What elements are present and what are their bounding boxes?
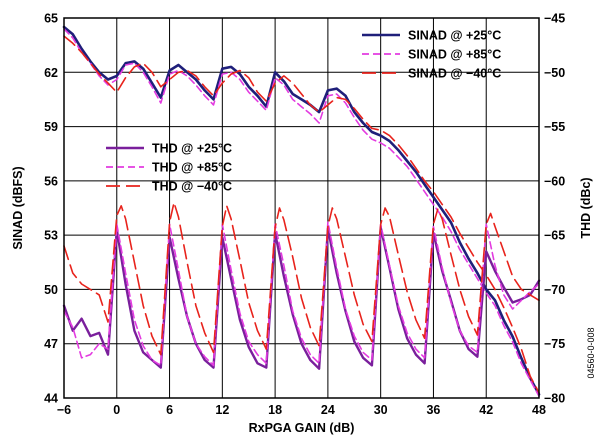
y-axis-right-title: THD (dBc) (579, 177, 593, 238)
x-tick-label: 42 (479, 403, 493, 417)
legends: SINAD @ +25°C SINAD @ +85°C SINAD @ −40°C T… (106, 29, 501, 194)
series-line-sinad-85-c (63, 28, 540, 398)
y-right-tick-label: −65 (544, 229, 565, 243)
x-tick-label: 48 (532, 403, 546, 417)
y-right-tick-label: −45 (544, 12, 565, 26)
x-tick-label: 24 (321, 403, 335, 417)
y-left-tick-label: 47 (44, 337, 58, 351)
x-tick-label: 12 (215, 403, 229, 417)
x-tick-label: 6 (166, 403, 173, 417)
y-right-tick-label: −55 (544, 120, 565, 134)
y-right-tick-label: −50 (544, 66, 565, 80)
y-left-tick-label: 56 (44, 174, 58, 188)
x-tick-label: 30 (374, 403, 388, 417)
series-line-sinad-25-c (62, 25, 541, 396)
y-axis-left-title: SINAD (dBFS) (11, 166, 25, 249)
series-line-thd-85-c (63, 221, 540, 367)
legend-label: THD @ −40°C (152, 180, 232, 194)
tick-labels: −6 0 6 12 18 24 30 36 42 484447505356596265−80−75… (44, 12, 565, 418)
legend-label: THD @ +25°C (152, 142, 232, 156)
y-left-tick-label: 50 (44, 283, 58, 297)
y-left-tick-label: 65 (44, 12, 58, 26)
y-right-tick-label: −70 (544, 283, 565, 297)
y-right-tick-label: −80 (544, 392, 565, 406)
y-right-tick-label: −60 (544, 174, 565, 188)
series-line-thd-40-c (63, 201, 540, 356)
y-left-tick-label: 44 (44, 392, 58, 406)
y-left-tick-label: 59 (44, 120, 58, 134)
series-layer (62, 25, 541, 398)
y-right-tick-label: −75 (544, 337, 565, 351)
legend-label: SINAD @ +25°C (408, 29, 501, 43)
y-left-tick-label: 53 (44, 229, 58, 243)
y-left-tick-label: 62 (44, 66, 58, 80)
series-line-sinad-40-c (63, 35, 540, 394)
plot-frame (63, 17, 540, 399)
legend-label: SINAD @ +85°C (408, 48, 501, 62)
legend-label: THD @ +85°C (152, 161, 232, 175)
x-axis-title: RxPGA GAIN (dB) (249, 421, 355, 435)
x-tick-label: 36 (426, 403, 440, 417)
x-tick-label: 0 (113, 403, 120, 417)
grid (64, 18, 539, 398)
x-tick-label: −6 (57, 403, 71, 417)
x-tick-label: 18 (268, 403, 282, 417)
legend-label: SINAD @ −40°C (408, 67, 501, 81)
figure-id: 04560-0-008 (586, 327, 596, 378)
